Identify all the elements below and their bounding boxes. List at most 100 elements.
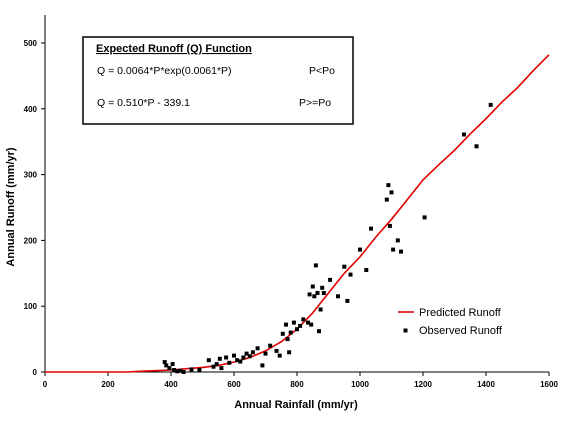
- function-equation-1: Q = 0.0064*P*exp(0.0061*P): [97, 65, 232, 77]
- observed-runoff-point: [235, 358, 240, 363]
- observed-runoff-point: [217, 356, 222, 361]
- observed-runoff-point: [219, 366, 224, 371]
- observed-runoff-point: [387, 223, 392, 228]
- observed-runoff-point: [197, 368, 202, 372]
- observed-runoff-point: [342, 264, 347, 269]
- observed-runoff-point: [263, 351, 268, 356]
- observed-runoff-point: [232, 353, 236, 358]
- observed-runoff-point: [384, 197, 389, 202]
- observed-runoff-point: [318, 307, 323, 312]
- observed-runoff-point: [227, 360, 232, 365]
- observed-runoff-point: [307, 292, 312, 297]
- observed-runoff-point: [189, 367, 194, 372]
- y-tick-label: 500: [24, 39, 38, 48]
- function-box-title: Expected Runoff (Q) Function: [96, 43, 252, 55]
- observed-runoff-point: [358, 247, 362, 252]
- observed-runoff-point: [247, 354, 252, 359]
- observed-runoff-point: [315, 291, 320, 295]
- x-tick-label: 1400: [477, 380, 495, 389]
- observed-runoff-point: [241, 355, 246, 360]
- legend: Predicted Runoff Observed Runoff: [398, 307, 503, 337]
- x-tick-label: 600: [227, 380, 241, 389]
- observed-runoff-point: [306, 320, 310, 325]
- function-box-frame: [82, 36, 354, 125]
- legend-observed-swatch: [403, 328, 408, 333]
- observed-runoff-point: [298, 323, 303, 328]
- observed-runoff-point: [313, 263, 318, 268]
- legend-predicted-label: Predicted Runoff: [419, 307, 502, 319]
- observed-runoff-point: [170, 362, 175, 367]
- y-axis-ticks: 0 100 200 300 400 500: [24, 39, 45, 377]
- runoff-function-box: Expected Runoff (Q) Function Q = 0.0064*…: [82, 36, 354, 125]
- observed-runoff-point: [164, 363, 169, 368]
- observed-runoff-point: [255, 346, 260, 351]
- legend-observed-label: Observed Runoff: [419, 325, 503, 337]
- function-condition-2: P>=Po: [299, 97, 331, 109]
- y-tick-label: 100: [24, 302, 38, 311]
- observed-runoff-point: [386, 183, 391, 188]
- x-tick-label: 1000: [351, 380, 369, 389]
- function-condition-1: P<Po: [309, 65, 335, 77]
- observed-runoff-point: [260, 363, 265, 368]
- x-tick-label: 200: [101, 380, 115, 389]
- y-tick-label: 200: [24, 236, 38, 245]
- observed-runoff-point: [167, 366, 172, 371]
- observed-runoff-point: [274, 348, 279, 353]
- observed-runoff-point: [280, 331, 285, 336]
- observed-runoff-points: [162, 102, 493, 374]
- x-tick-label: 400: [164, 380, 178, 389]
- observed-runoff-point: [224, 355, 229, 360]
- observed-runoff-point: [391, 247, 396, 252]
- y-tick-label: 400: [24, 105, 38, 114]
- observed-runoff-point: [244, 351, 249, 356]
- observed-runoff-point: [321, 291, 326, 295]
- y-axis-title: Annual Runoff (mm/yr): [5, 147, 17, 266]
- x-tick-label: 0: [43, 380, 48, 389]
- observed-runoff-point: [250, 350, 255, 355]
- observed-runoff-point: [211, 364, 216, 369]
- observed-runoff-point: [474, 144, 479, 149]
- observed-runoff-point: [206, 358, 211, 363]
- observed-runoff-point: [284, 322, 288, 327]
- observed-runoff-point: [348, 272, 353, 277]
- observed-runoff-point: [277, 353, 282, 358]
- observed-runoff-point: [336, 294, 340, 299]
- observed-runoff-point: [178, 368, 183, 373]
- y-tick-label: 300: [24, 171, 38, 180]
- observed-runoff-point: [462, 132, 466, 137]
- observed-runoff-point: [288, 330, 293, 335]
- observed-runoff-point: [309, 322, 314, 327]
- function-equation-2: Q = 0.510*P - 339.1: [97, 97, 190, 109]
- observed-runoff-point: [328, 277, 333, 282]
- observed-runoff-point: [287, 350, 292, 355]
- observed-runoff-point: [238, 359, 243, 364]
- observed-runoff-point: [389, 190, 394, 195]
- observed-runoff-point: [488, 102, 493, 107]
- observed-runoff-point: [399, 249, 403, 254]
- observed-runoff-point: [320, 285, 325, 290]
- observed-runoff-point: [395, 238, 400, 243]
- x-axis-title: Annual Rainfall (mm/yr): [234, 399, 358, 411]
- observed-runoff-point: [369, 226, 373, 231]
- observed-runoff-point: [295, 327, 299, 332]
- x-axis-ticks: 0 200 400 600 800 1000 1200 1400 1600: [43, 372, 558, 389]
- observed-runoff-point: [312, 294, 317, 299]
- observed-runoff-point: [175, 369, 180, 374]
- y-tick-label: 0: [33, 368, 38, 377]
- observed-runoff-point: [172, 368, 177, 372]
- observed-runoff-point: [345, 298, 350, 303]
- observed-runoff-point: [162, 360, 167, 365]
- observed-runoff-point: [310, 284, 315, 289]
- observed-runoff-point: [317, 329, 321, 334]
- observed-runoff-point: [422, 215, 427, 220]
- plot-area: [45, 54, 550, 374]
- observed-runoff-point: [285, 337, 290, 342]
- observed-runoff-point: [268, 343, 273, 348]
- observed-runoff-point: [364, 268, 369, 272]
- observed-runoff-point: [291, 320, 296, 325]
- observed-runoff-point: [301, 317, 306, 322]
- x-tick-label: 1200: [414, 380, 432, 389]
- x-tick-label: 1600: [540, 380, 558, 389]
- x-tick-label: 800: [290, 380, 304, 389]
